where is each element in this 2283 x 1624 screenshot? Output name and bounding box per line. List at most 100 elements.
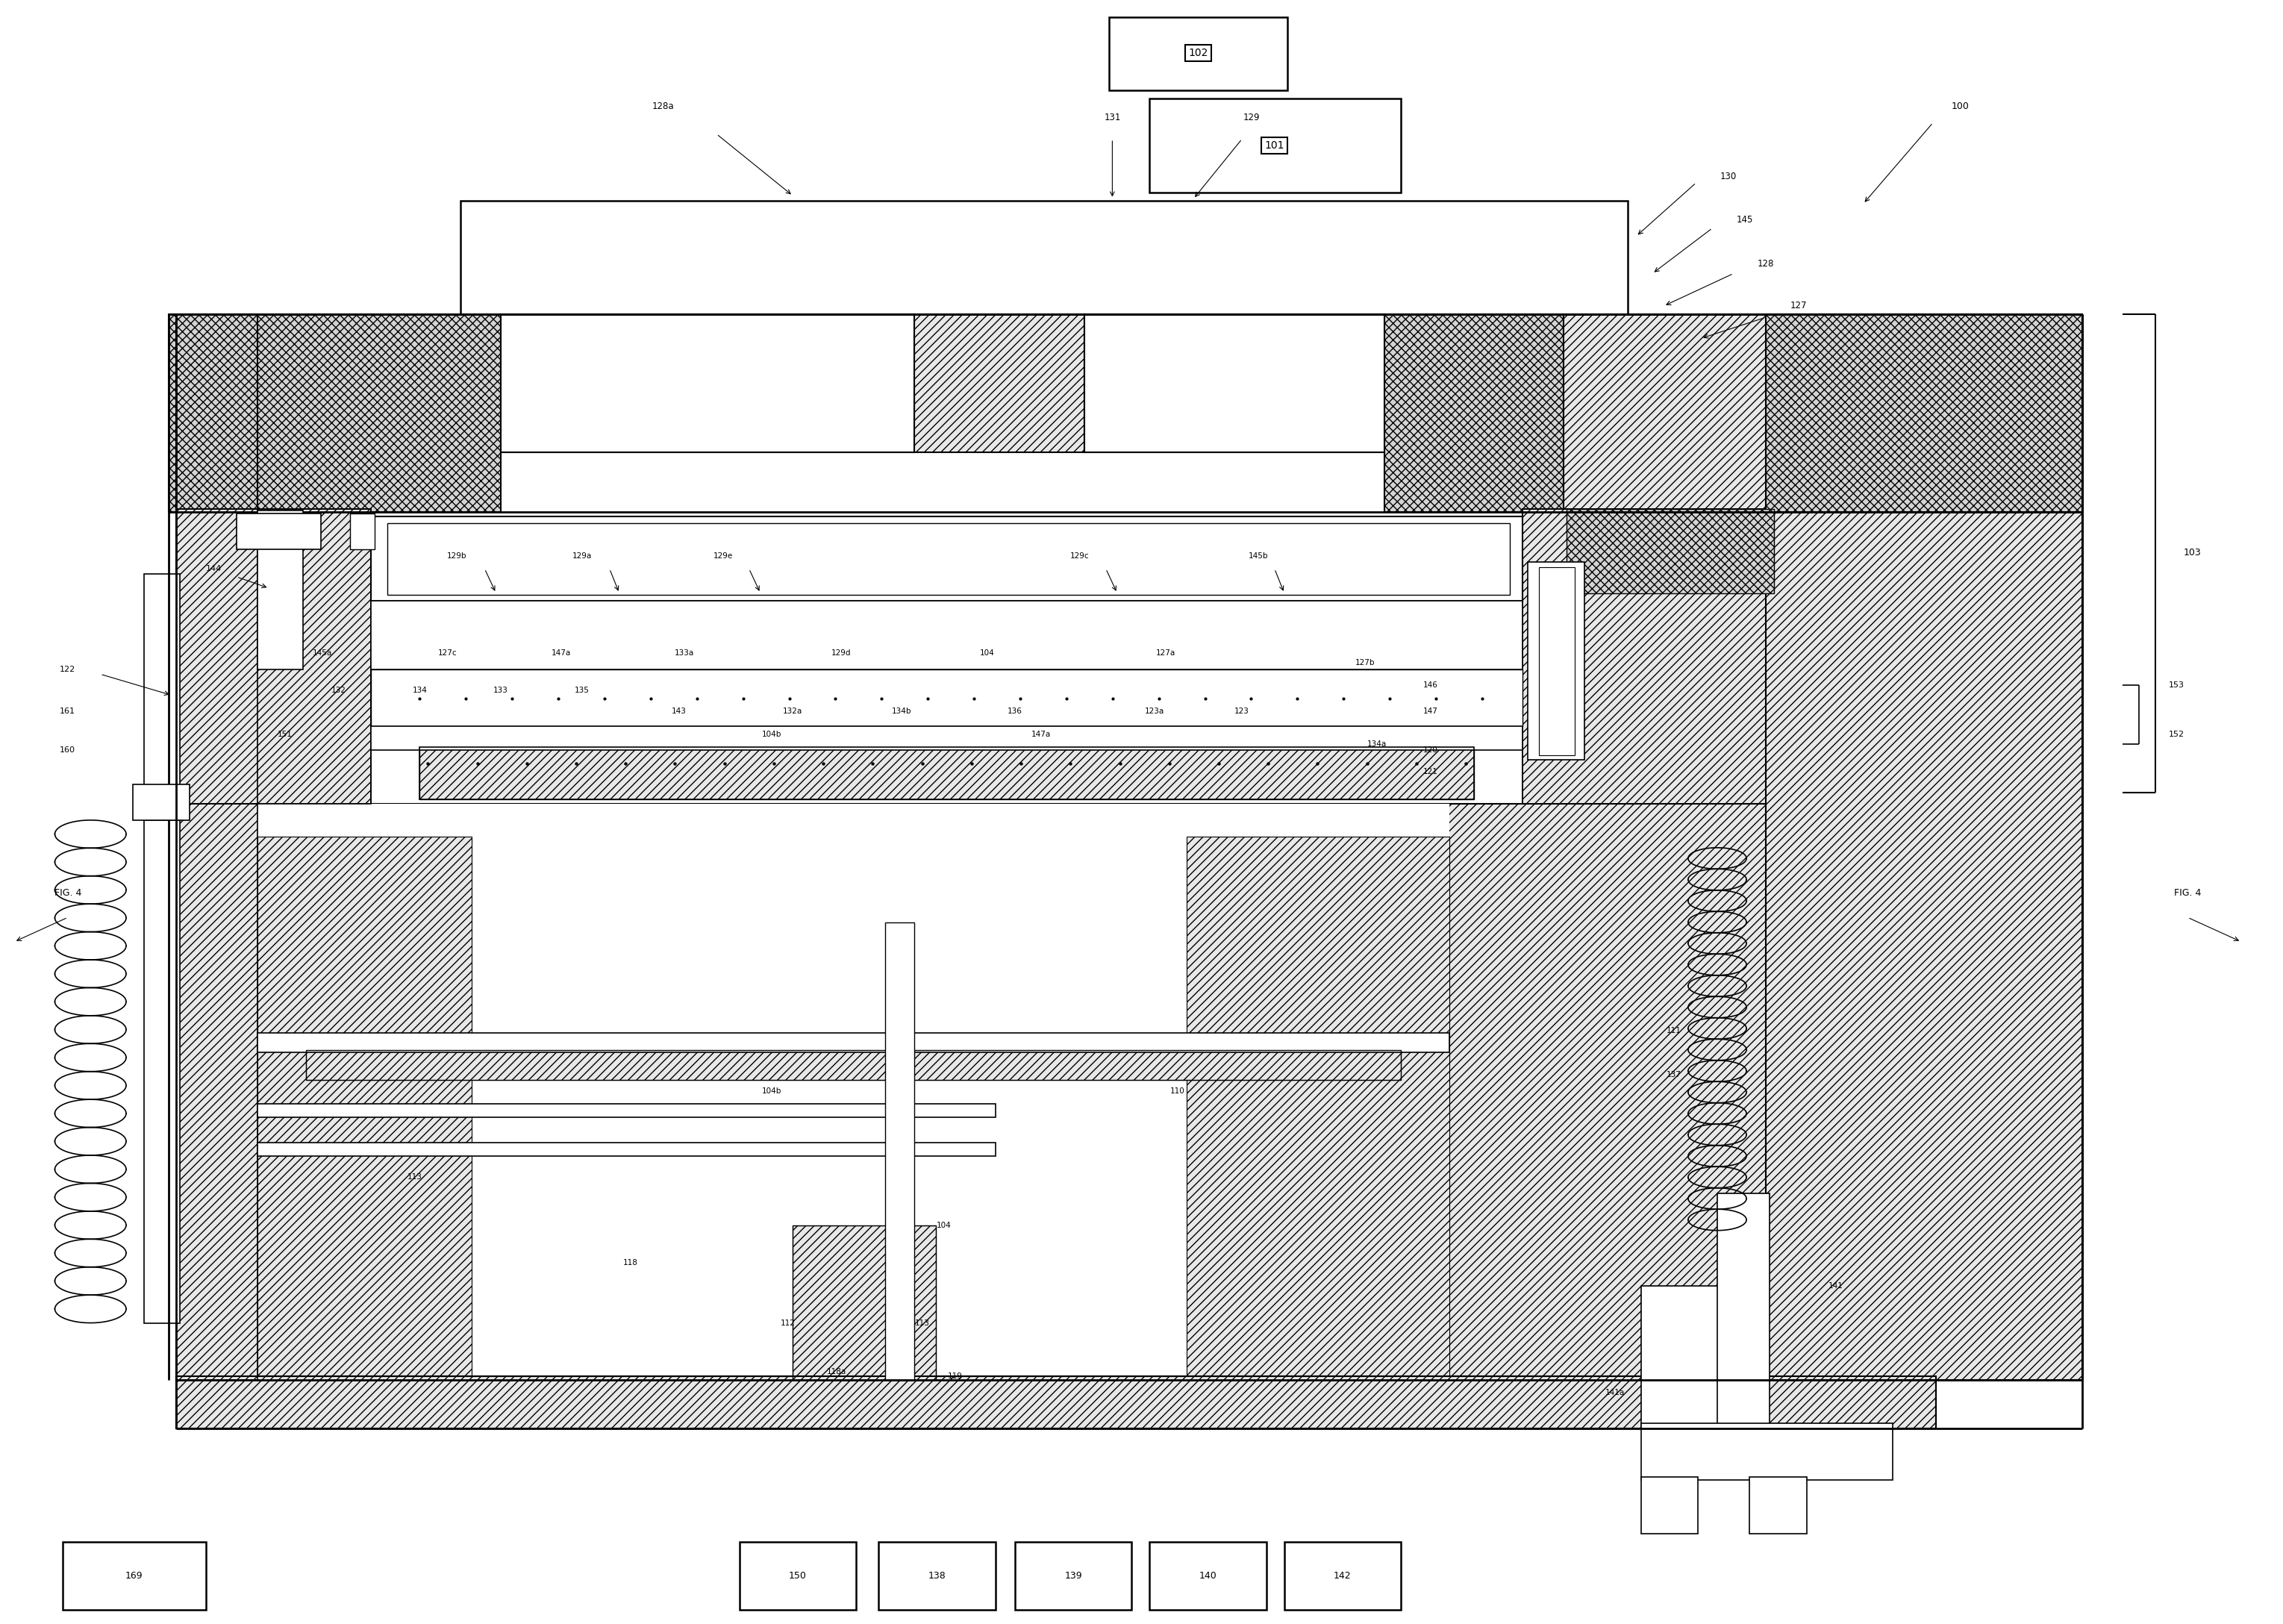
Text: 134: 134 [413,687,427,693]
Bar [306,1051,1402,1080]
Bar [1539,567,1575,755]
Text: 104: 104 [936,1221,952,1229]
Bar [420,747,1475,799]
Bar [258,836,473,1380]
Text: FIG. 4: FIG. 4 [2173,888,2201,898]
Text: 127a: 127a [1155,650,1176,656]
Text: 121: 121 [1422,768,1438,775]
Text: 142: 142 [1333,1570,1352,1580]
Bar [1767,313,2082,512]
Bar [1084,313,1386,451]
Bar [176,313,258,512]
Text: 144: 144 [205,565,221,572]
Bar [1084,313,1386,451]
Bar [258,804,1450,1380]
Text: 118: 118 [623,1259,637,1267]
Bar [1564,313,1920,512]
Bar [1749,1476,1806,1533]
Bar [1110,18,1288,91]
Text: 147a: 147a [1032,731,1050,737]
Text: 153: 153 [2169,682,2185,689]
Bar [1523,508,1767,804]
Text: 161: 161 [59,708,75,715]
Text: 127: 127 [1790,300,1806,310]
Bar [500,313,915,451]
Text: 129c: 129c [1071,552,1089,559]
Bar [176,508,372,804]
Bar [1767,512,2082,1380]
Text: 145: 145 [1737,214,1753,224]
Bar [1187,836,1450,1380]
Text: 100: 100 [1952,102,1970,112]
Bar [792,1226,936,1380]
Bar [1151,99,1402,192]
Text: 132a: 132a [783,708,804,715]
Text: 129d: 129d [831,650,852,656]
Text: 127b: 127b [1356,659,1374,666]
Text: 132: 132 [331,687,347,693]
Text: 113: 113 [406,1173,422,1181]
Text: 138: 138 [929,1570,945,1580]
Bar [176,508,258,804]
Text: 113: 113 [915,1319,929,1327]
Text: 141: 141 [1829,1281,1842,1289]
Bar [792,1226,936,1380]
Text: 102: 102 [1189,49,1208,58]
Text: 152: 152 [2169,731,2185,737]
Text: 150: 150 [788,1570,806,1580]
Text: 131: 131 [1105,114,1121,123]
Bar [915,313,1084,451]
Text: 146: 146 [1422,682,1438,689]
Text: 139: 139 [1064,1570,1082,1580]
Text: 145a: 145a [313,650,333,656]
Text: 120: 120 [1422,747,1438,754]
Text: 128a: 128a [653,102,673,112]
Text: 140: 140 [1199,1570,1217,1580]
Bar [1641,1286,1762,1429]
Bar [1084,313,1386,451]
Text: 101: 101 [1265,140,1285,151]
Text: 129: 129 [1244,114,1260,123]
Bar [886,922,915,1380]
Bar [372,669,1523,726]
Bar [132,784,189,820]
Text: 169: 169 [126,1570,144,1580]
Bar [1386,313,1564,512]
Text: 147a: 147a [550,650,571,656]
Text: 129a: 129a [573,552,591,559]
Bar [349,513,374,549]
Bar [1523,508,1767,804]
Bar [1151,1541,1267,1609]
Text: 143: 143 [671,708,687,715]
Text: 133: 133 [493,687,509,693]
Text: 133a: 133a [673,650,694,656]
Text: 151: 151 [279,731,292,737]
Bar [461,200,1628,317]
Bar [372,726,1523,750]
Text: 111: 111 [1667,1028,1680,1034]
Text: 128: 128 [1758,258,1774,268]
Text: 137: 137 [1667,1070,1680,1078]
Bar [1717,1194,1769,1429]
Text: 136: 136 [1007,708,1023,715]
Text: 141a: 141a [1605,1389,1625,1397]
Bar [258,1104,995,1117]
Bar [1285,1541,1402,1609]
Text: 134b: 134b [893,708,911,715]
Bar [306,1051,1402,1080]
Bar [258,1143,995,1156]
Bar [420,747,1475,799]
Bar [879,1541,995,1609]
Bar [176,1377,1936,1429]
Text: 135: 135 [575,687,589,693]
Bar [258,510,304,669]
Bar [500,313,915,451]
Text: 129b: 129b [447,552,468,559]
Text: 102: 102 [1189,47,1208,58]
Bar [176,1377,1936,1429]
Text: 123: 123 [1235,708,1249,715]
Text: 130: 130 [1721,172,1737,180]
Text: 122: 122 [59,666,75,672]
Bar [377,520,1520,598]
Bar [500,313,915,451]
